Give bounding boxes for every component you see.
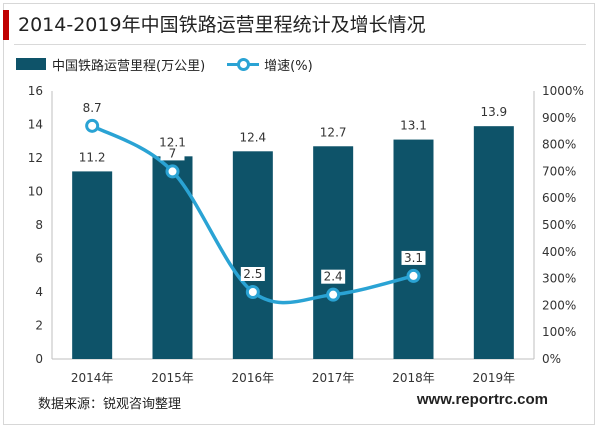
y-left-tick-label: 14 [28,118,43,132]
y-right-tick-label: 600% [542,191,576,205]
title-accent-bar [3,10,9,40]
y-left-tick-label: 8 [35,218,43,232]
legend-bar-swatch [16,58,46,70]
legend-line-label: 增速(%) [264,58,313,74]
growth-label-bg [160,146,185,161]
bar-value-label: 13.9 [480,105,507,119]
data-source: 数据来源：锐观咨询整理 [38,397,182,412]
growth-point [85,118,100,133]
y-right-tick-label: 100% [542,325,576,339]
x-tick-label: 2018年 [392,371,435,385]
y-right-tick-label: 300% [542,272,576,286]
y-right-tick-label: 500% [542,218,576,232]
x-tick-label: 2015年 [151,371,194,385]
growth-point [245,285,260,299]
y-right-tick-label: 200% [542,298,576,312]
growth-value-label: 7 [169,146,177,160]
growth-label-bg [240,267,265,281]
growth-value-label: 3.1 [404,251,423,265]
y-right-tick-label: 700% [542,164,576,178]
growth-value-label: 2.5 [243,267,262,281]
y-left-tick-label: 16 [28,84,43,98]
growth-label-bg [80,100,105,115]
growth-point [165,164,180,179]
growth-label-bg [401,250,426,265]
bar-value-label: 12.1 [159,135,186,149]
growth-point [406,268,421,283]
x-tick-label: 2016年 [232,371,275,385]
bar [313,146,354,359]
y-right-tick-label: 1000% [542,84,584,98]
x-tick-label: 2014年 [71,371,114,385]
bar-value-label: 12.7 [320,125,347,139]
y-left-tick-label: 2 [35,319,43,333]
bar-value-label: 11.2 [79,150,106,164]
y-left-tick-label: 10 [28,185,43,199]
title-divider [14,44,586,45]
y-right-tick-label: 400% [542,245,576,259]
y-left-tick-label: 12 [28,151,43,165]
y-right-tick-label: 0% [542,352,561,366]
bar [72,171,113,359]
chart-title: 2014-2019年中国铁路运营里程统计及增长情况 [18,14,426,36]
growth-point [326,287,341,302]
legend: 中国铁路运营里程(万公里) 增速(%) [16,54,313,74]
growth-value-label: 8.7 [83,101,102,115]
website-url: www.reportrc.com [416,391,548,408]
x-tick-label: 2019年 [473,371,516,385]
y-left-tick-label: 4 [35,285,43,299]
bar-value-label: 12.4 [239,130,266,144]
y-right-tick-label: 900% [542,111,576,125]
legend-line-swatch [227,58,260,71]
growth-label-bg [321,269,346,284]
bar [473,126,514,359]
growth-value-label: 2.4 [324,270,343,284]
bar [393,139,434,359]
y-left-tick-label: 0 [35,352,43,366]
bar [232,151,273,359]
y-left-tick-label: 6 [35,252,43,266]
x-tick-label: 2017年 [312,371,355,385]
y-right-tick-label: 800% [542,138,576,152]
bar-value-label: 13.1 [400,119,427,133]
legend-bar-label: 中国铁路运营里程(万公里) [52,58,206,74]
chart-frame [3,3,595,425]
